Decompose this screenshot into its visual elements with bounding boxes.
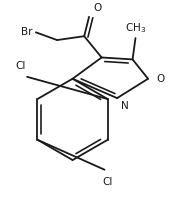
- Text: CH$_3$: CH$_3$: [125, 21, 146, 35]
- Text: Br: Br: [21, 27, 33, 37]
- Text: Cl: Cl: [15, 61, 26, 71]
- Text: O: O: [94, 3, 102, 13]
- Text: O: O: [157, 74, 165, 84]
- Text: N: N: [121, 101, 129, 111]
- Text: Cl: Cl: [102, 177, 113, 187]
